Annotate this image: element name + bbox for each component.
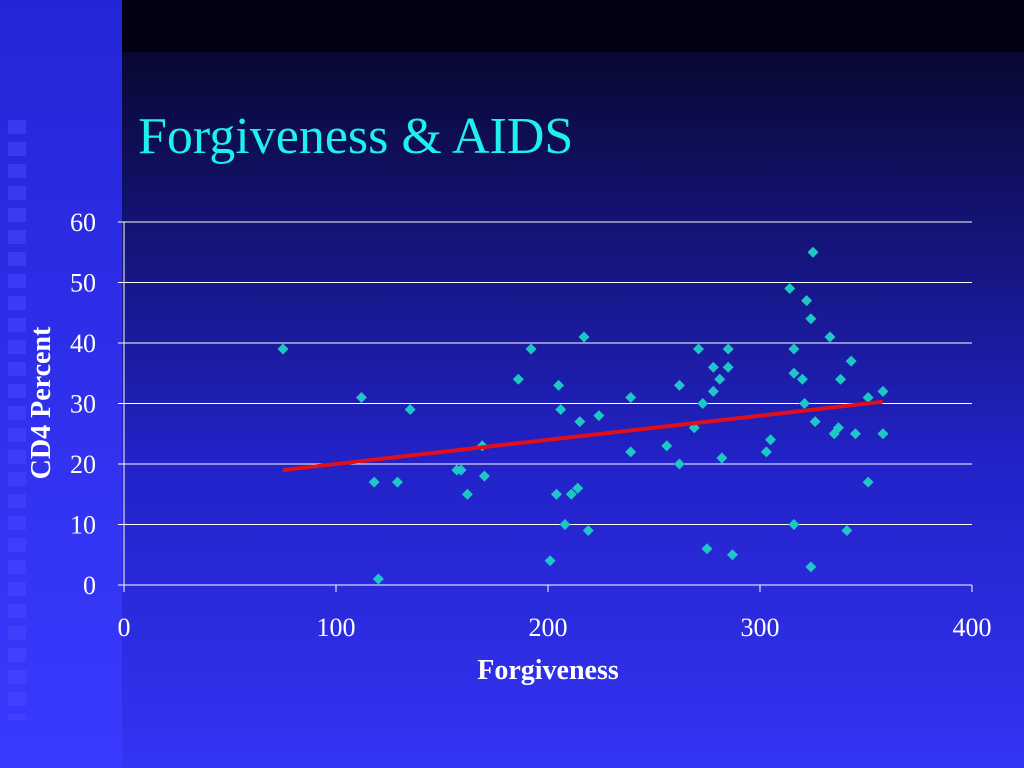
point [565, 488, 577, 500]
point [544, 555, 556, 567]
point [845, 355, 857, 367]
decor-squares [8, 120, 26, 720]
point [368, 476, 380, 488]
point [805, 313, 817, 325]
point [788, 367, 800, 379]
x-tick-label: 200 [529, 613, 568, 642]
point [788, 343, 800, 355]
point [582, 525, 594, 537]
point [277, 343, 289, 355]
point [701, 543, 713, 555]
chart-title: Forgiveness & AIDS [138, 108, 573, 165]
point [372, 573, 384, 585]
y-axis-label: CD4 Percent [26, 326, 57, 479]
point [673, 379, 685, 391]
point [555, 404, 567, 416]
point [578, 331, 590, 343]
point [835, 373, 847, 385]
point [807, 246, 819, 258]
point [788, 519, 800, 530]
point [625, 391, 637, 403]
y-tick-label: 20 [70, 450, 96, 479]
point [722, 361, 734, 373]
point [832, 422, 844, 434]
point [673, 458, 685, 470]
point [574, 416, 586, 428]
point [404, 404, 416, 416]
point [805, 561, 817, 573]
point [726, 549, 738, 561]
point [849, 428, 861, 440]
point [391, 476, 403, 488]
point [697, 398, 709, 409]
x-tick-label: 300 [741, 613, 780, 642]
x-tick-label: 100 [317, 613, 356, 642]
point [661, 440, 673, 452]
point [714, 373, 726, 385]
point [593, 410, 605, 422]
point [862, 476, 874, 488]
x-tick-label: 400 [953, 613, 992, 642]
point [707, 361, 719, 373]
point [796, 373, 808, 385]
y-tick-label: 0 [83, 571, 96, 600]
point [478, 470, 490, 482]
point [553, 379, 565, 391]
point [716, 452, 728, 464]
point [550, 488, 562, 500]
point [525, 343, 537, 355]
point [461, 488, 473, 500]
point [862, 391, 874, 403]
point [784, 283, 796, 295]
y-tick-label: 50 [70, 269, 96, 298]
point [625, 446, 637, 458]
decor-band [122, 0, 1024, 52]
point [809, 416, 821, 428]
point [572, 482, 584, 494]
y-tick-label: 30 [70, 390, 96, 419]
y-tick-label: 60 [70, 208, 96, 237]
x-tick-label: 0 [118, 613, 131, 642]
point [455, 464, 467, 476]
trend-line [282, 399, 884, 473]
y-tick-label: 40 [70, 329, 96, 358]
point [722, 343, 734, 355]
point [765, 434, 777, 446]
point [877, 385, 889, 397]
point [841, 525, 853, 537]
point [707, 385, 719, 397]
y-tick-label: 10 [70, 511, 96, 540]
point [355, 391, 367, 403]
point [559, 519, 571, 530]
point [693, 343, 705, 355]
point [824, 331, 836, 343]
point [760, 446, 772, 458]
point [512, 373, 524, 385]
point [801, 295, 813, 307]
point [877, 428, 889, 440]
x-axis-label: Forgiveness [477, 655, 619, 686]
point [799, 398, 811, 409]
